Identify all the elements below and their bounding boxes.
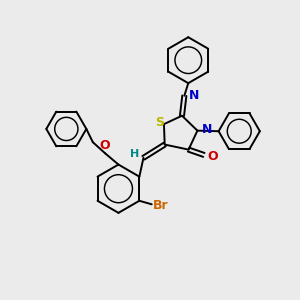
- Text: S: S: [155, 116, 164, 129]
- Text: Br: Br: [153, 199, 169, 212]
- Text: N: N: [189, 89, 200, 102]
- Text: O: O: [207, 150, 218, 163]
- Text: O: O: [99, 139, 110, 152]
- Text: N: N: [202, 123, 212, 136]
- Text: H: H: [130, 149, 139, 159]
